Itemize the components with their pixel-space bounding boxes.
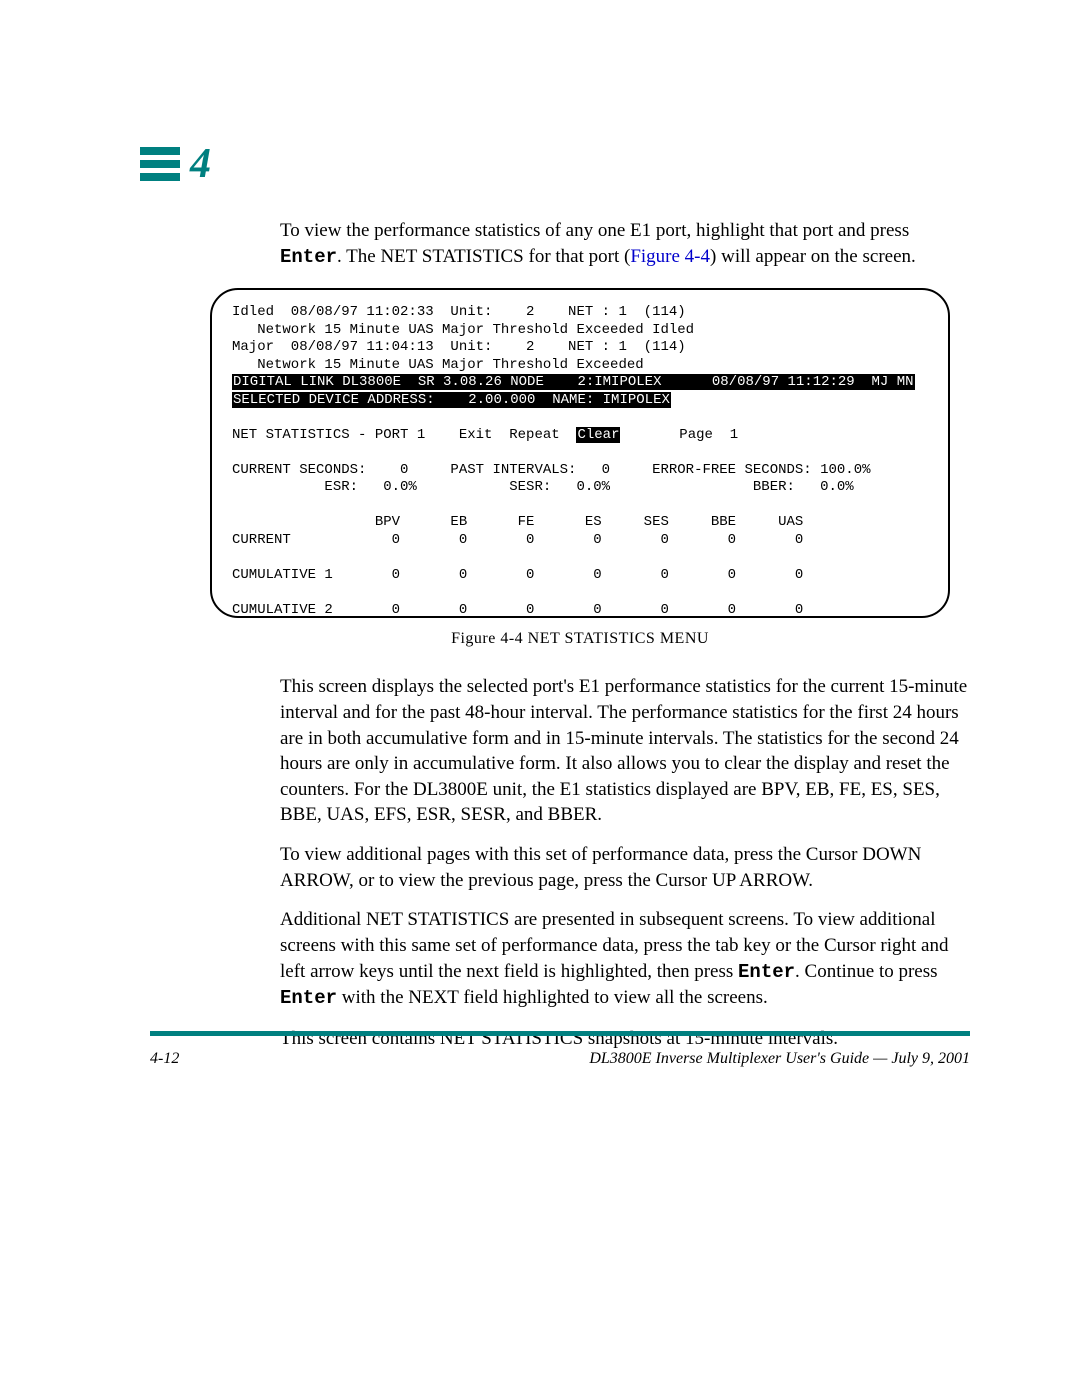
paragraph-2: To view additional pages with this set o… [280,842,970,893]
chapter-number: 4 [190,140,211,188]
p3-b: . Continue to press [795,961,938,982]
term-line: Network 15 Minute UAS Major Threshold Ex… [232,322,928,340]
page-number: 4-12 [150,1050,179,1068]
clear-button[interactable]: Clear [576,427,620,443]
intro-text-3: ) will appear on the screen. [710,246,916,267]
term-line: CURRENT SECONDS: 0 PAST INTERVALS: 0 ERR… [232,462,928,480]
term-blank [232,584,928,602]
term-text: Page 1 [620,427,738,443]
term-blank [232,409,928,427]
term-row: CUMULATIVE 2 0 0 0 0 0 0 0 [232,602,928,619]
bars-icon [140,147,180,181]
term-text: NET STATISTICS - PORT 1 Exit Repeat [232,427,576,443]
intro-paragraph: To view the performance statistics of an… [280,218,970,270]
term-row: CURRENT 0 0 0 0 0 0 0 [232,532,928,550]
term-line: ESR: 0.0% SESR: 0.0% BBER: 0.0% [232,479,928,497]
term-blank [232,444,928,462]
figure-link[interactable]: Figure 4-4 [630,246,710,267]
term-blank [232,497,928,515]
term-line: Idled 08/08/97 11:02:33 Unit: 2 NET : 1 … [232,304,928,322]
terminal-screenshot: Idled 08/08/97 11:02:33 Unit: 2 NET : 1 … [210,288,950,618]
term-header: BPV EB FE ES SES BBE UAS [232,514,928,532]
term-line: Major 08/08/97 11:04:13 Unit: 2 NET : 1 … [232,339,928,357]
chapter-marker: 4 [140,140,970,188]
intro-text-2: . The NET STATISTICS for that port ( [337,246,630,267]
term-line: SELECTED DEVICE ADDRESS: 2.00.000 NAME: … [232,392,928,410]
figure-caption: Figure 4-4 NET STATISTICS MENU [210,630,950,648]
footer-rule [150,1031,970,1036]
term-menu-line: NET STATISTICS - PORT 1 Exit Repeat Clea… [232,427,928,445]
term-inverse: DIGITAL LINK DL3800E SR 3.08.26 NODE 2:I… [232,374,915,390]
enter-key: Enter [280,246,337,268]
enter-key: Enter [280,987,337,1009]
term-row: CUMULATIVE 1 0 0 0 0 0 0 0 [232,567,928,585]
footer-title: DL3800E Inverse Multiplexer User's Guide… [589,1050,970,1068]
paragraph-3: Additional NET STATISTICS are presented … [280,907,970,1012]
paragraph-1: This screen displays the selected port's… [280,674,970,828]
term-line: Network 15 Minute UAS Major Threshold Ex… [232,357,928,375]
page-footer: 4-12 DL3800E Inverse Multiplexer User's … [150,1050,970,1068]
p3-c: with the NEXT field highlighted to view … [337,987,768,1008]
term-line: DIGITAL LINK DL3800E SR 3.08.26 NODE 2:I… [232,374,928,392]
enter-key: Enter [738,961,795,983]
intro-text-1: To view the performance statistics of an… [280,220,909,241]
term-blank [232,549,928,567]
term-inverse: SELECTED DEVICE ADDRESS: 2.00.000 NAME: … [232,392,671,408]
